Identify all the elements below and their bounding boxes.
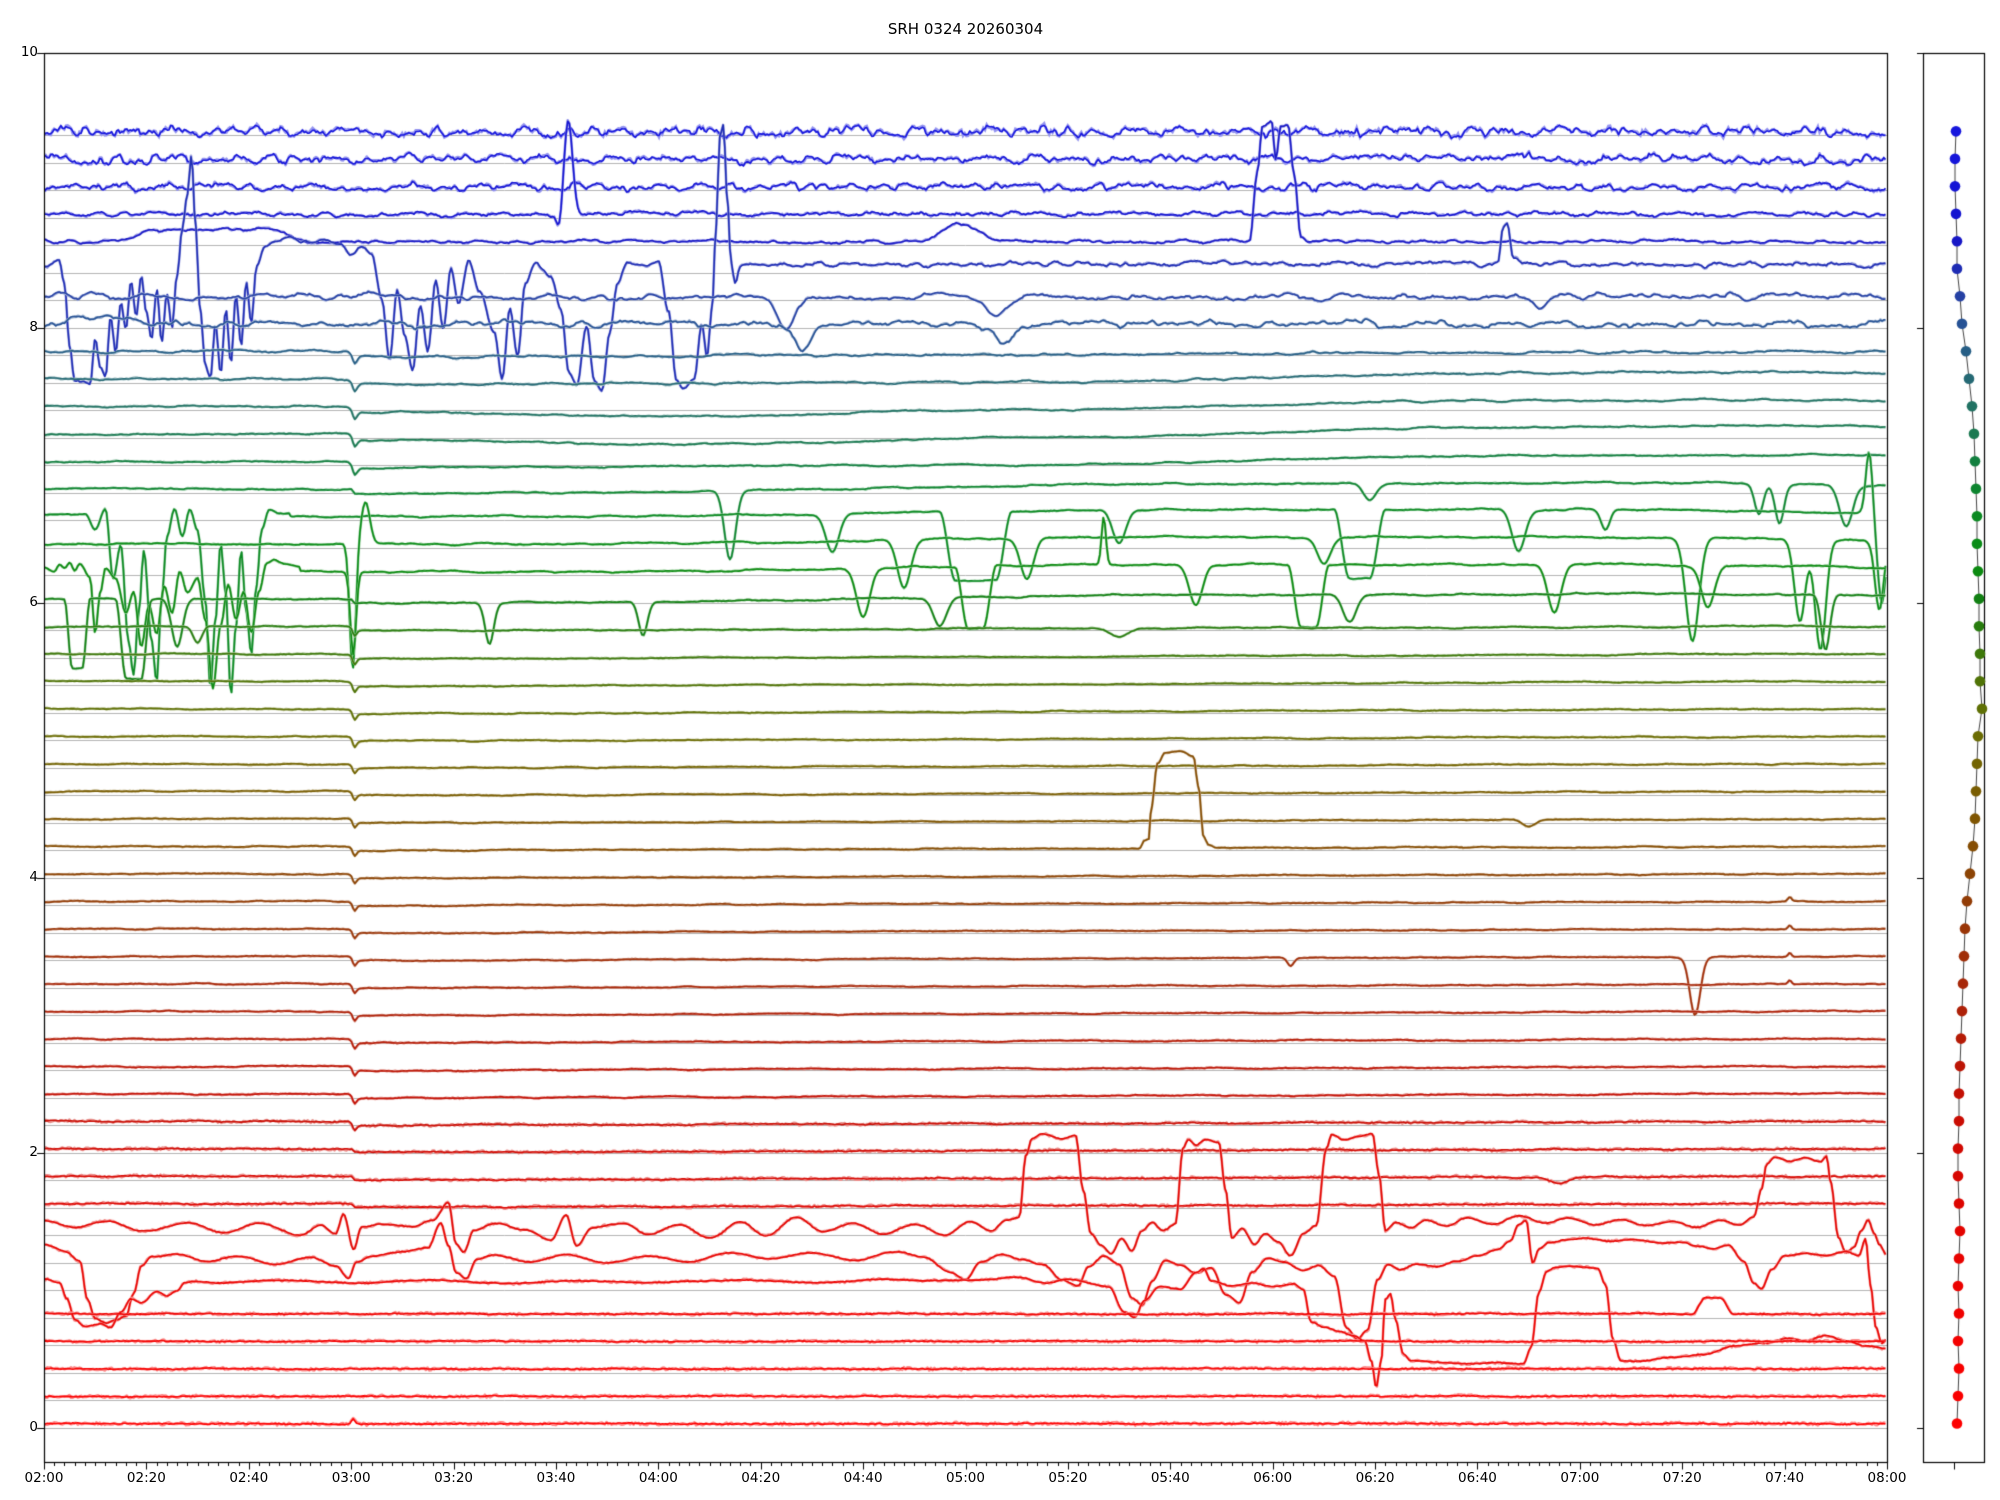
sidebar-spectrum-panel (1923, 53, 1984, 1462)
x-tick-label: 02:00 (24, 1470, 64, 1486)
x-tick-label: 06:40 (1457, 1470, 1497, 1486)
x-tick-label: 05:40 (1150, 1470, 1190, 1486)
y-tick-label: 0 (29, 1418, 38, 1435)
x-tick-label: 03:00 (331, 1470, 371, 1486)
x-tick-label: 02:20 (126, 1470, 166, 1486)
plot-title: SRH 0324 20260304 (887, 20, 1044, 38)
x-tick-label: 05:00 (946, 1470, 985, 1486)
y-tick-label: 6 (29, 593, 38, 610)
x-tick-label: 04:20 (741, 1470, 781, 1486)
x-tick-label: 06:20 (1355, 1470, 1395, 1486)
x-tick-label: 02:40 (229, 1470, 269, 1486)
x-tick-label: 05:20 (1048, 1470, 1088, 1486)
main-plot-area (44, 53, 1887, 1462)
x-tick-label: 07:20 (1662, 1470, 1702, 1486)
y-tick-label: 10 (20, 44, 38, 60)
x-tick-label: 07:00 (1560, 1470, 1600, 1486)
x-tick-label: 06:00 (1253, 1470, 1293, 1486)
y-tick-label: 2 (29, 1143, 38, 1160)
x-tick-label: 03:40 (536, 1470, 576, 1486)
x-tick-label: 04:40 (843, 1470, 883, 1486)
x-tick-label: 04:00 (638, 1470, 678, 1486)
y-tick-label: 4 (29, 868, 38, 885)
y-tick-label: 8 (29, 318, 38, 335)
x-tick-label: 08:00 (1867, 1470, 1907, 1486)
x-tick-label: 07:40 (1765, 1470, 1805, 1486)
x-tick-label: 03:20 (434, 1470, 473, 1486)
